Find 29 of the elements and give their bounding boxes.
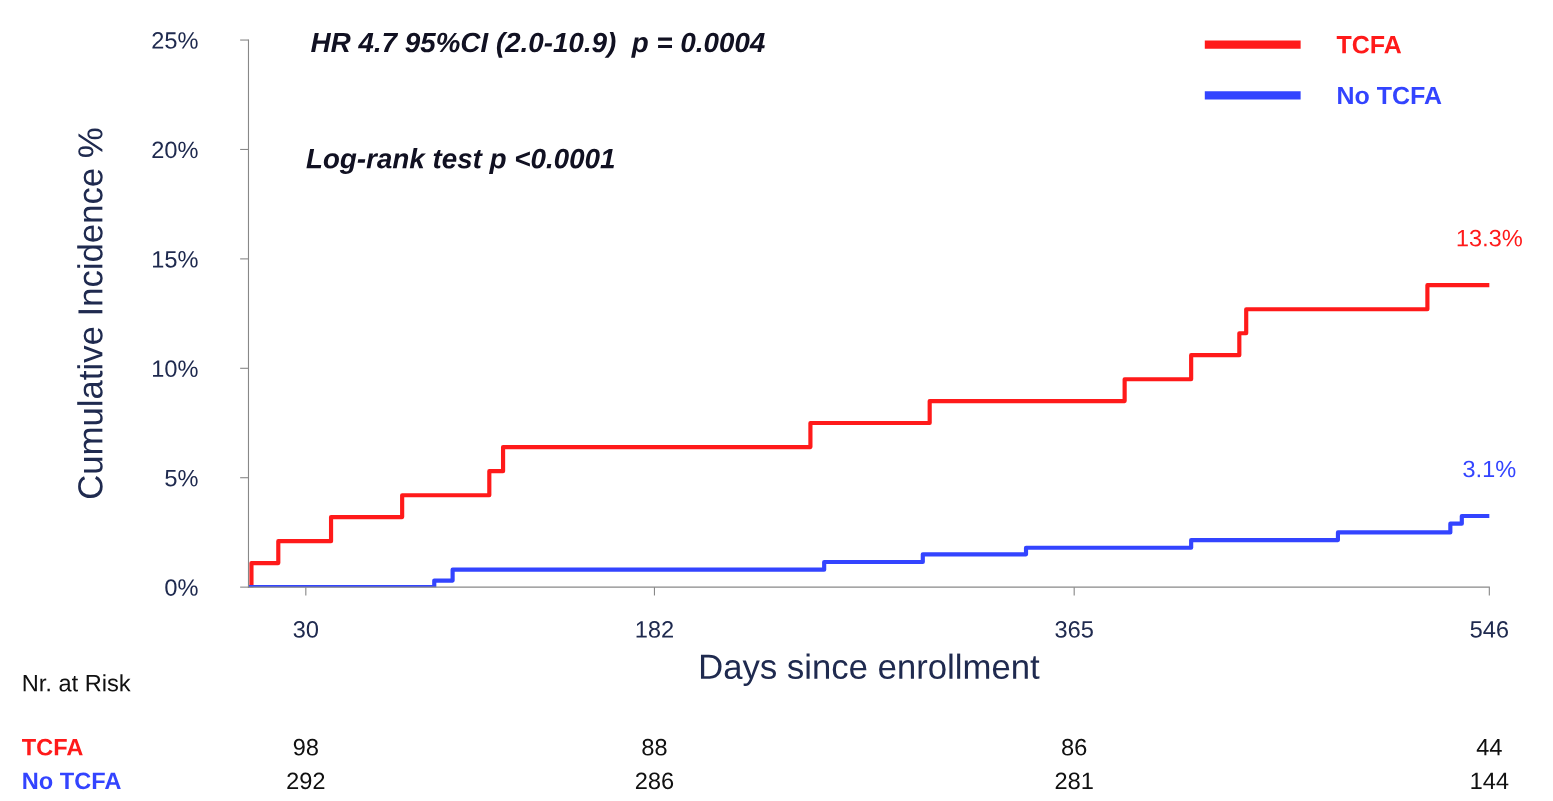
y-tick-label: 20% — [152, 141, 198, 159]
text: 281 — [1055, 772, 1093, 790]
text: TCFA — [22, 738, 83, 756]
annotation: 3.1% — [1463, 460, 1516, 478]
x-tick-label: 30 — [293, 621, 319, 638]
annotation: Log-rank test p <0.0001 — [306, 148, 614, 174]
y-tick-label: 15% — [153, 251, 198, 268]
x-tick-label: 365 — [1055, 621, 1093, 638]
x-tick-label: 546 — [1470, 621, 1508, 638]
y-tick-label: 5% — [165, 469, 198, 487]
text: No TCFA — [23, 772, 121, 790]
x-tick-label: 182 — [636, 621, 673, 638]
legend-label: TCFA — [1336, 35, 1402, 54]
text: 98 — [293, 738, 318, 756]
text: 144 — [1471, 772, 1509, 789]
y-axis-title: Cumulative Incidence % — [77, 128, 103, 499]
text: 86 — [1062, 738, 1087, 756]
text: Nr. at Risk — [23, 674, 131, 692]
y-tick-label: 25% — [152, 32, 198, 49]
annotation: 13.3% — [1457, 229, 1522, 247]
text: 88 — [642, 738, 667, 756]
x-axis-title: Days since enrollment — [700, 653, 1040, 686]
y-tick-label: 10% — [153, 360, 198, 378]
text: 44 — [1476, 739, 1502, 756]
annotation: HR 4.7 95%CI (2.0-10.9) p = 0.0004 — [311, 31, 765, 58]
y-tick-label: 0% — [165, 579, 198, 596]
text: 286 — [635, 772, 674, 790]
legend-label: No TCFA — [1338, 86, 1442, 105]
text: 292 — [287, 772, 325, 790]
